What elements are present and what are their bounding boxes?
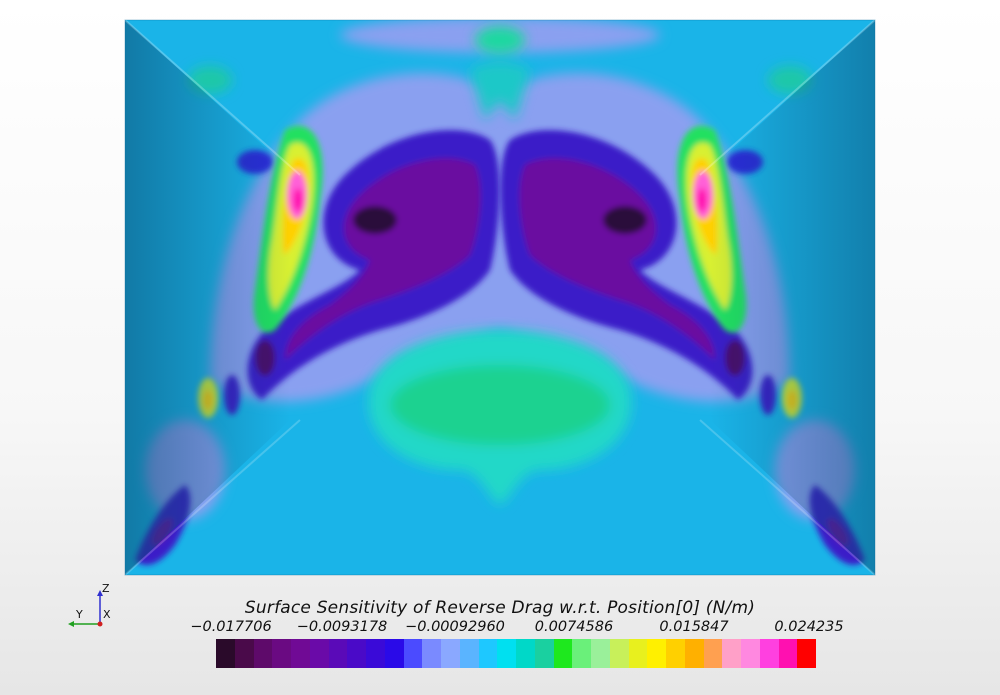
colorbar-swatch <box>216 639 235 668</box>
colorbar-swatch <box>553 639 573 668</box>
upper-center-features <box>188 26 812 120</box>
center-plateau <box>368 330 632 505</box>
colorbar-swatch <box>403 639 423 668</box>
colorbar-swatch <box>478 639 498 668</box>
colorbar-swatch <box>347 639 366 668</box>
right-bottom-wall-edge <box>699 419 875 575</box>
colorbar-swatch <box>759 639 779 668</box>
x-axis-label: X <box>103 608 111 621</box>
colorbar-swatch <box>722 639 741 668</box>
colorbar-swatch <box>272 639 291 668</box>
legend-tick-label: 0.015847 <box>659 619 729 635</box>
colorbar-swatch <box>234 639 254 668</box>
legend-tick-label: 0.0074586 <box>534 619 614 635</box>
legend-title: Surface Sensitivity of Reverse Drag w.r.… <box>244 598 756 618</box>
axis-triad[interactable]: Z Y X <box>62 582 112 632</box>
colorbar-swatch <box>253 639 273 668</box>
legend-ticks: −0.017706 −0.0093178 −0.00092960 0.00745… <box>0 619 1000 639</box>
legend-colorbar[interactable] <box>216 639 816 668</box>
colorbar-swatch <box>291 639 310 668</box>
y-axis-label: Y <box>75 608 83 621</box>
colorbar-swatch <box>778 639 798 668</box>
colorbar-swatch <box>572 639 591 668</box>
colorbar-swatch <box>591 639 610 668</box>
left-wall-shade <box>125 20 290 575</box>
legend-tick-label: 0.024235 <box>774 619 844 635</box>
right-top-wall-edge <box>699 20 875 176</box>
left-top-wall-edge <box>125 20 301 176</box>
colorbar-swatch <box>684 639 704 668</box>
box-outline <box>124 19 876 576</box>
colorbar-swatch <box>309 639 329 668</box>
colorbar-swatch <box>534 639 554 668</box>
right-wall-shade <box>710 20 875 575</box>
legend-tick-label: −0.00092960 <box>405 619 505 635</box>
colorbar-swatch <box>328 639 348 668</box>
colorbar-swatch <box>441 639 460 668</box>
y-axis-arrow-icon <box>68 621 74 627</box>
legend-tick-label: −0.0093178 <box>296 619 388 635</box>
colorbar-swatch <box>422 639 441 668</box>
colorbar-swatch <box>703 639 723 668</box>
z-axis-arrow-icon <box>97 590 103 596</box>
surface-contour-field <box>125 20 875 575</box>
legend-tick-label: −0.017706 <box>190 619 272 635</box>
colorbar-swatch <box>666 639 685 668</box>
colorbar-swatch <box>384 639 404 668</box>
colorbar-swatch <box>366 639 385 668</box>
colorbar-swatch <box>459 639 479 668</box>
x-axis-dot-icon <box>97 621 103 627</box>
colorbar-swatch <box>516 639 535 668</box>
left-bottom-wall-edge <box>125 419 301 575</box>
z-axis-label: Z <box>102 582 110 595</box>
colorbar-swatch <box>609 639 629 668</box>
colorbar-swatch <box>647 639 666 668</box>
contour-viewport[interactable] <box>0 0 1000 590</box>
colorbar-swatch <box>628 639 648 668</box>
colorbar-swatch <box>497 639 516 668</box>
colorbar-swatch <box>797 639 816 668</box>
colorbar-swatch <box>741 639 760 668</box>
